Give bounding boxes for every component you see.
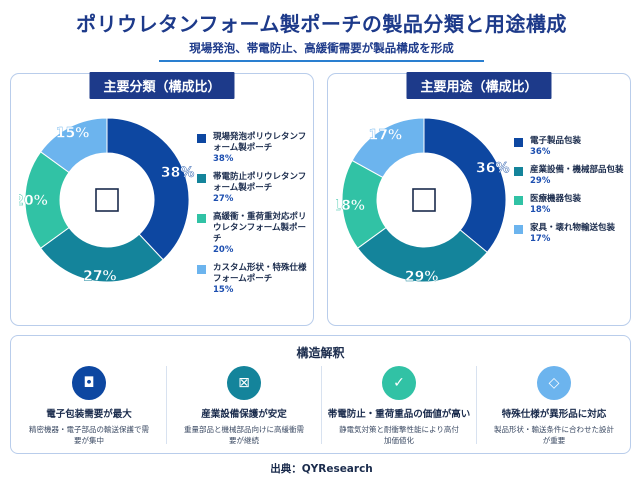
application-legend-item: 電子製品包装 36%: [514, 136, 626, 158]
application-legend-value: 36%: [530, 147, 551, 157]
classification-legend-item: カスタム形状・特殊仕様フォームポーチ 15%: [197, 263, 309, 296]
structure-item-description: 製品形状・輸送条件に合わせた設計が重要: [494, 425, 614, 445]
application-legend: 電子製品包装 36% 産業設備・機械部品包装 29% 医療機器包装 18% 家具・壊れ物輸送…: [514, 136, 626, 252]
classification-legend-value: 20%: [213, 245, 234, 255]
classification-center-box-icon: [95, 188, 119, 212]
application-slice-2: [356, 226, 488, 283]
classification-donut-chart: 38% 27% 20% 15%: [19, 117, 195, 285]
application-legend-swatch: [514, 138, 523, 147]
classification-slice-4: [39, 117, 108, 174]
classification-legend-value: 15%: [213, 285, 234, 295]
column-divider: [166, 366, 167, 444]
classification-legend-swatch: [197, 214, 206, 223]
structure-panel: 構造解釈 ◘ 電子包装需要が最大精密機器・電子部品の輸送保護で需要が集中 ⊠ 産業設備…: [10, 335, 631, 454]
classification-legend-swatch: [197, 265, 206, 274]
column-divider: [321, 366, 322, 444]
application-legend-item: 医療機器包装 18%: [514, 194, 626, 216]
classification-slice-1: [106, 117, 190, 261]
check-icon: ✓: [382, 366, 416, 400]
application-header: 主要用途（構成比）: [406, 72, 552, 99]
application-legend-label: 電子製品包装: [530, 136, 582, 146]
structure-title: 構造解釈: [296, 346, 345, 360]
application-legend-swatch: [514, 196, 523, 205]
application-slice-1: [423, 117, 507, 253]
application-legend-label: 産業設備・機械部品包装: [530, 165, 624, 175]
application-data-label-1: 36%: [476, 161, 510, 177]
classification-data-label-3: 20%: [19, 193, 48, 209]
application-data-label-2: 29%: [405, 269, 439, 285]
classification-legend-label: 現場発泡ポリウレタンフォーム製ポーチ: [213, 132, 307, 153]
classification-data-label-1: 38%: [161, 165, 195, 181]
classification-data-label-2: 27%: [83, 269, 117, 285]
column-divider: [476, 366, 477, 444]
application-legend-label: 家具・壊れ物輸送包装: [530, 223, 616, 233]
application-legend-item: 産業設備・機械部品包装 29%: [514, 165, 626, 187]
page-subtitle: 現場発泡、帯電防止、高緩衝需要が製品構成を形成: [189, 41, 454, 55]
classification-legend-swatch: [197, 134, 206, 143]
application-donut-chart: 36% 29% 18% 17%: [336, 117, 510, 285]
classification-legend-item: 現場発泡ポリウレタンフォーム製ポーチ 38%: [197, 132, 309, 165]
application-legend-label: 医療機器包装: [530, 194, 582, 204]
classification-panel: 主要分類（構成比） 38% 27% 20% 15% 現場発泡ポリウレタンフォーム製ポー…: [10, 72, 314, 326]
structure-item: ✓ 帯電防止・重荷重品の価値が高い静電気対策と耐衝撃性能により高付加価値化: [324, 362, 474, 446]
classification-legend-label: 高緩衝・重荷重対応ポリウレタンフォーム製ポーチ: [213, 212, 307, 244]
application-data-label-3: 18%: [336, 198, 365, 214]
application-legend-item: 家具・壊れ物輸送包装 17%: [514, 223, 626, 245]
classification-legend-value: 27%: [213, 194, 234, 204]
structure-item: ◘ 電子包装需要が最大精密機器・電子部品の輸送保護で需要が集中: [14, 362, 164, 446]
classification-legend-swatch: [197, 174, 206, 183]
application-legend-value: 29%: [530, 176, 551, 186]
structure-item-heading: 産業設備保護が安定: [201, 409, 287, 420]
classification-legend-value: 38%: [213, 154, 234, 164]
application-legend-swatch: [514, 225, 523, 234]
diamond-icon: ◇: [537, 366, 571, 400]
structure-item-heading: 電子包装需要が最大: [46, 409, 132, 420]
classification-data-label-4: 15%: [56, 125, 90, 141]
structure-item-description: 静電気対策と耐衝撃性能により高付加価値化: [339, 425, 459, 445]
application-data-label-4: 17%: [369, 128, 403, 144]
classification-legend-label: カスタム形状・特殊仕様フォームポーチ: [213, 263, 307, 284]
classification-header: 主要分類（構成比）: [89, 72, 235, 99]
square-dot-icon: ◘: [72, 366, 106, 400]
structure-item-heading: 特殊仕様が異形品に対応: [501, 409, 607, 420]
application-center-box-icon: [412, 188, 436, 212]
application-slice-4: [351, 117, 425, 179]
structure-item-heading: 帯電防止・重荷重品の価値が高い: [327, 409, 471, 420]
subtitle-underline: [159, 60, 484, 62]
classification-legend: 現場発泡ポリウレタンフォーム製ポーチ 38% 帯電防止ポリウレタンフォーム製ポーチ 2…: [197, 132, 309, 303]
classification-legend-item: 高緩衝・重荷重対応ポリウレタンフォーム製ポーチ 20%: [197, 212, 309, 256]
classification-slice-2: [39, 226, 164, 283]
page-title: ポリウレタンフォーム製ポーチの製品分類と用途構成: [76, 12, 567, 36]
classification-legend-label: 帯電防止ポリウレタンフォーム製ポーチ: [213, 172, 307, 193]
structure-item: ◇ 特殊仕様が異形品に対応製品形状・輸送条件に合わせた設計が重要: [479, 362, 629, 446]
box-cross-icon: ⊠: [227, 366, 261, 400]
source-note: 出典：QYResearch: [270, 463, 373, 475]
structure-item-description: 重量部品と機械部品向けに高緩衝需要が継続: [184, 425, 304, 445]
classification-legend-item: 帯電防止ポリウレタンフォーム製ポーチ 27%: [197, 172, 309, 205]
structure-item-description: 精密機器・電子部品の輸送保護で需要が集中: [29, 425, 149, 445]
structure-item: ⊠ 産業設備保護が安定重量部品と機械部品向けに高緩衝需要が継続: [169, 362, 319, 446]
application-legend-value: 18%: [530, 205, 551, 215]
application-legend-value: 17%: [530, 234, 551, 244]
application-legend-swatch: [514, 167, 523, 176]
application-panel: 主要用途（構成比） 36% 29% 18% 17% 電子製品包装 36% 産業設備・機械部…: [327, 72, 631, 326]
